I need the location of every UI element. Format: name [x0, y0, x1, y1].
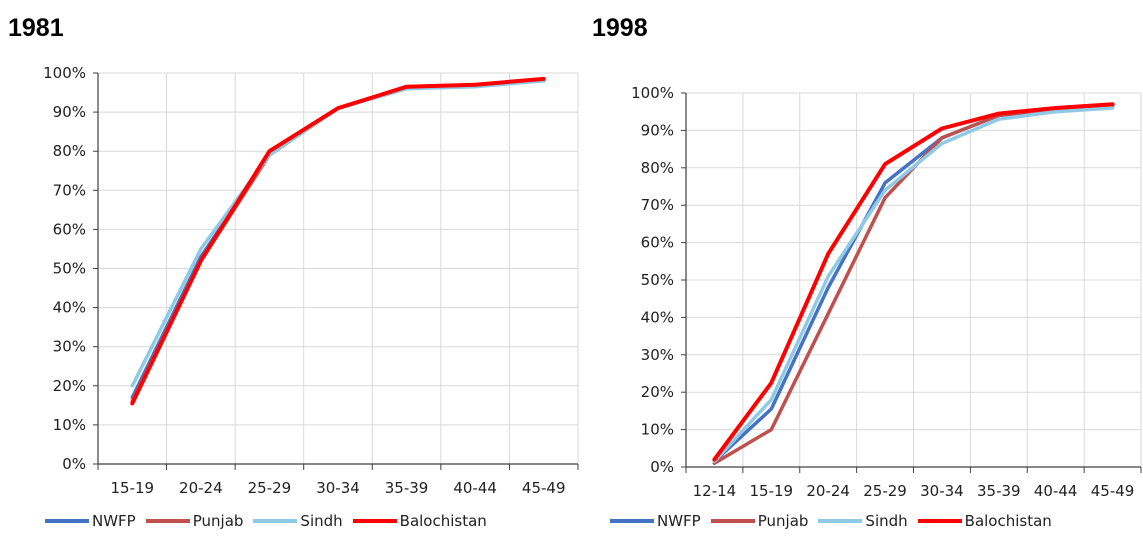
y-tick-label: 80% — [641, 159, 674, 177]
y-tick-label: 20% — [641, 383, 674, 401]
y-tick-label: 80% — [53, 142, 86, 160]
legend-swatch-nwfp — [45, 519, 89, 523]
x-tick-label: 20-24 — [179, 479, 223, 497]
chart-1998-plot: 0% 10% 20% 30% 40% 50% 60% 70% 80% 90% 100% 12-14 15… — [631, 84, 1142, 500]
legend-swatch-punjab — [710, 519, 755, 523]
x-tick-label: 45-49 — [1091, 482, 1135, 500]
chart-panel-1981: 1981 0% 10% 20% 30% 40% 50% 60% 70% 80% 90% 100% 15… — [8, 14, 579, 530]
legend-swatch-nwfp — [610, 519, 654, 523]
x-tick-label: 35-39 — [977, 482, 1021, 500]
legend-label-balochistan: Balochistan — [964, 512, 1052, 530]
series-line-balochistan — [130, 76, 546, 406]
y-tick-label: 50% — [641, 271, 674, 289]
x-tick-label: 25-29 — [248, 479, 292, 497]
legend-item-sindh: Sindh — [818, 512, 908, 530]
y-tick-label: 0% — [650, 458, 674, 476]
y-tick-label: 40% — [53, 299, 86, 317]
legend-swatch-sindh — [818, 519, 863, 523]
y-tick-label: 40% — [641, 308, 674, 326]
series-line-sindh — [130, 79, 546, 388]
y-tick-label: 10% — [641, 421, 674, 439]
x-tick-label: 15-19 — [110, 479, 154, 497]
x-tick-label: 40-44 — [453, 479, 497, 497]
y-tick-label: 30% — [641, 346, 674, 364]
series-line-punjab — [130, 77, 546, 404]
legend-item-punjab: Punjab — [145, 512, 244, 530]
y-tick-label: 70% — [53, 181, 86, 199]
x-tick-label: 25-29 — [863, 482, 907, 500]
y-tick-label: 60% — [641, 234, 674, 252]
y-tick-label: 30% — [53, 338, 86, 356]
y-tick-label: 90% — [53, 103, 86, 121]
legend-item-nwfp: NWFP — [45, 512, 136, 530]
chart-1981-plot: 0% 10% 20% 30% 40% 50% 60% 70% 80% 90% 100% 15-19 20… — [43, 64, 579, 497]
y-tick-label: 70% — [641, 196, 674, 214]
y-tick-label: 100% — [631, 84, 674, 102]
legend-item-balochistan: Balochistan — [917, 512, 1052, 530]
series-line-nwfp — [130, 79, 546, 400]
x-tick-label: 35-39 — [385, 479, 429, 497]
legend-item-nwfp: NWFP — [610, 512, 701, 530]
y-tick-label: 10% — [53, 416, 86, 434]
x-tick-label: 12-14 — [693, 482, 737, 500]
legend-label-nwfp: NWFP — [657, 512, 701, 530]
legend-label-punjab: Punjab — [192, 512, 244, 530]
legend-label-nwfp: NWFP — [92, 512, 136, 530]
series-line-sindh — [712, 106, 1115, 464]
y-tick-label: 20% — [53, 377, 86, 395]
legend-label-balochistan: Balochistan — [399, 512, 487, 530]
x-tick-label: 20-24 — [806, 482, 850, 500]
x-tick-label: 30-34 — [316, 479, 360, 497]
legend: NWFP Punjab Sindh Balochistan — [45, 512, 497, 530]
legend: NWFP Punjab Sindh Balochistan — [610, 512, 1062, 530]
y-tick-label: 0% — [62, 455, 86, 473]
y-tick-label: 100% — [43, 64, 86, 82]
legend-label-punjab: Punjab — [757, 512, 809, 530]
legend-swatch-balochistan — [352, 519, 397, 523]
legend-item-sindh: Sindh — [253, 512, 343, 530]
chart-title: 1981 — [8, 14, 64, 42]
chart-panel-1998: 1998 0% 10% 20% 30% 40% 50% 60% 70% 80% 90% 100% 12… — [580, 0, 1143, 557]
legend-swatch-sindh — [253, 519, 298, 523]
y-tick-label: 90% — [641, 121, 674, 139]
legend-label-sindh: Sindh — [865, 512, 908, 530]
x-tick-label: 45-49 — [522, 479, 566, 497]
legend-label-sindh: Sindh — [300, 512, 343, 530]
legend-swatch-balochistan — [917, 519, 962, 523]
x-tick-label: 30-34 — [920, 482, 964, 500]
y-tick-label: 50% — [53, 260, 86, 278]
y-tick-label: 60% — [53, 220, 86, 238]
legend-item-balochistan: Balochistan — [352, 512, 487, 530]
legend-item-punjab: Punjab — [710, 512, 809, 530]
series-line-balochistan — [712, 102, 1115, 462]
chart-title: 1998 — [592, 14, 648, 42]
legend-swatch-punjab — [145, 519, 190, 523]
x-tick-label: 40-44 — [1034, 482, 1078, 500]
x-tick-label: 15-19 — [750, 482, 794, 500]
